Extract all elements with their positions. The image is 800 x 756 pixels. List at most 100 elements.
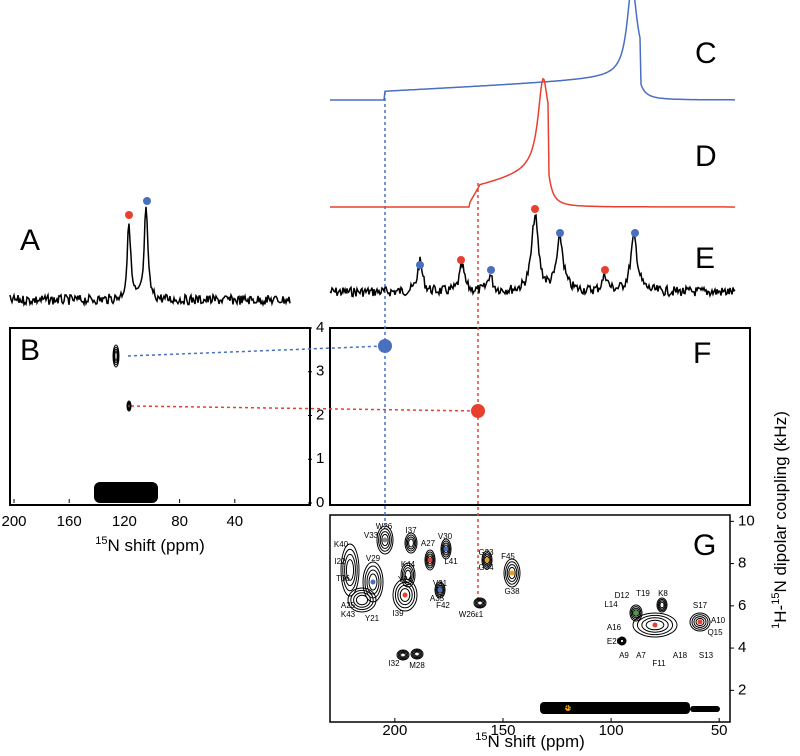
peak-label: A9 bbox=[619, 651, 629, 660]
peak-label: G34 bbox=[478, 563, 494, 572]
peak-center bbox=[652, 622, 658, 628]
contour bbox=[505, 561, 519, 585]
peak-label: A27 bbox=[421, 539, 436, 548]
contour bbox=[617, 636, 627, 646]
contour bbox=[350, 589, 374, 611]
contour bbox=[408, 538, 414, 548]
contour bbox=[411, 649, 423, 659]
peak-label: T19 bbox=[636, 589, 650, 598]
x-tick-label: 40 bbox=[226, 513, 243, 530]
peak-label: T36 bbox=[336, 574, 350, 583]
contour bbox=[368, 573, 378, 591]
contour bbox=[442, 542, 450, 556]
contour bbox=[636, 614, 674, 636]
contour bbox=[440, 538, 452, 560]
peak-center bbox=[402, 592, 408, 598]
peak-label: W26ε1 bbox=[459, 610, 484, 619]
panel-f-frame bbox=[329, 327, 751, 506]
contour bbox=[397, 584, 413, 606]
y-tick-label: 4 bbox=[316, 319, 324, 336]
sup: 1 bbox=[770, 623, 782, 629]
y-tick-label: 4 bbox=[738, 639, 746, 656]
contour bbox=[482, 552, 492, 568]
contour bbox=[376, 525, 394, 555]
peak-dot bbox=[631, 229, 639, 237]
contour bbox=[695, 617, 705, 627]
peak-label: V33 bbox=[364, 531, 379, 540]
panel-label: A bbox=[20, 224, 40, 257]
contour bbox=[406, 536, 416, 550]
contour bbox=[632, 612, 678, 638]
contour bbox=[378, 528, 392, 552]
spectrum-e bbox=[329, 213, 736, 298]
contour bbox=[473, 597, 487, 609]
contour bbox=[631, 607, 641, 619]
peak-label: I32 bbox=[388, 659, 400, 668]
g-y-label: 1H-15N dipolar coupling (kHz) bbox=[770, 411, 791, 629]
contour bbox=[629, 604, 643, 622]
contour bbox=[394, 581, 416, 609]
contour bbox=[691, 614, 709, 630]
panel-label: G bbox=[693, 529, 716, 562]
peak-label: I37 bbox=[405, 526, 417, 535]
peak-label: D12 bbox=[615, 591, 630, 600]
contour bbox=[405, 534, 417, 552]
peak-label: I22 bbox=[334, 557, 346, 566]
y-tick-label: 2 bbox=[316, 406, 324, 423]
contour bbox=[347, 587, 377, 613]
contour bbox=[414, 651, 420, 657]
peak-center bbox=[484, 557, 490, 563]
peak-center bbox=[427, 557, 433, 563]
contour bbox=[483, 554, 491, 566]
contour bbox=[353, 592, 371, 608]
peak-label: G23 bbox=[478, 548, 494, 557]
contour bbox=[477, 600, 483, 606]
peak-label: S13 bbox=[699, 651, 714, 660]
contour bbox=[398, 651, 408, 659]
peak-label: A49 bbox=[559, 702, 574, 711]
contour bbox=[112, 344, 120, 368]
contour bbox=[344, 553, 356, 587]
spectrum-c bbox=[330, 0, 735, 101]
y-tick-label: 2 bbox=[738, 681, 746, 698]
peak-label: M28 bbox=[409, 661, 425, 670]
label: N shift (ppm) bbox=[487, 732, 584, 751]
contour bbox=[401, 564, 415, 586]
peak-center bbox=[697, 619, 703, 625]
contour bbox=[404, 532, 418, 554]
contour bbox=[475, 599, 485, 607]
peak-label: A35 bbox=[430, 594, 445, 603]
panel-label: C bbox=[695, 37, 717, 70]
peak-label: A10 bbox=[711, 616, 726, 625]
peak-label: L41 bbox=[444, 557, 458, 566]
connectors bbox=[127, 92, 479, 602]
peak-label: Y24 bbox=[398, 575, 413, 584]
contour bbox=[693, 616, 707, 628]
contour bbox=[618, 637, 626, 645]
peak-label: W26 bbox=[376, 522, 393, 531]
contour bbox=[399, 588, 411, 602]
contour bbox=[503, 558, 521, 588]
contour bbox=[355, 594, 369, 606]
peak-label: F45 bbox=[501, 552, 515, 561]
peak-label: A16 bbox=[607, 623, 622, 632]
x-tick-label: 80 bbox=[171, 513, 188, 530]
peak-dot bbox=[416, 261, 424, 269]
peak-label: K43 bbox=[341, 610, 356, 619]
x-tick-label: 120 bbox=[112, 513, 137, 530]
contour bbox=[658, 600, 666, 610]
peak-dot bbox=[378, 339, 392, 353]
peak-dot bbox=[457, 256, 465, 264]
contour bbox=[436, 584, 444, 596]
contour bbox=[659, 601, 665, 609]
peak-label: E20 bbox=[607, 637, 622, 646]
label: N dipolar coupling (kHz) bbox=[771, 411, 790, 592]
peak-label: K44 bbox=[401, 560, 416, 569]
contour bbox=[400, 652, 406, 658]
peak-dot bbox=[531, 205, 539, 213]
peak-label: F42 bbox=[436, 601, 450, 610]
peak-label: Y21 bbox=[365, 614, 380, 623]
contour bbox=[426, 553, 434, 567]
peak-center bbox=[382, 537, 388, 543]
x-tick-label: 150 bbox=[490, 722, 515, 739]
